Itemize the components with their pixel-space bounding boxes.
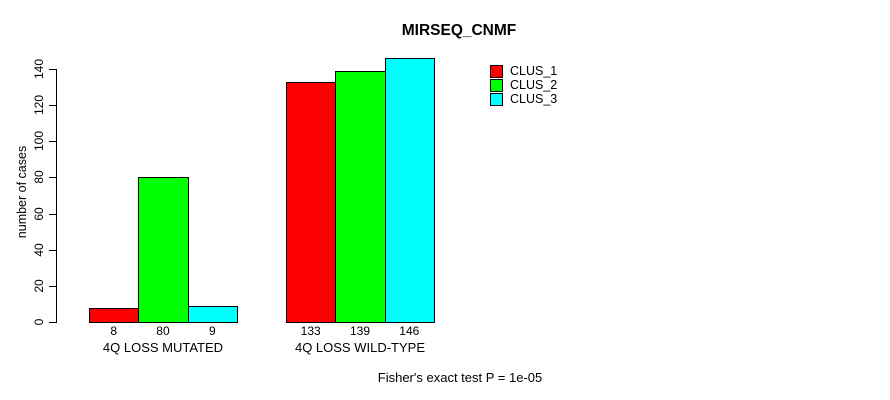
y-tick-label: 60 [32,206,46,221]
bar-value-label: 139 [349,324,370,338]
y-tick-mark [49,177,56,179]
y-tick-mark [49,141,56,143]
legend-item: CLUS_1 [490,64,557,78]
legend-label: CLUS_3 [510,92,558,106]
y-tick-mark [49,213,56,215]
legend-item: CLUS_3 [490,92,557,106]
legend-item: CLUS_2 [490,78,557,92]
y-tick-label: 0 [32,318,46,326]
legend-swatch-icon [490,78,503,92]
bar-clus_2-group2 [335,70,386,323]
legend-swatch-icon [490,92,503,106]
bar-value-label: 9 [208,324,216,338]
bar-clus_1-group1 [89,307,140,323]
y-axis-line [56,69,57,323]
legend-swatch-icon [490,64,503,78]
y-tick-label: 140 [32,58,46,80]
y-tick-mark [49,285,56,287]
y-tick-mark [49,322,56,323]
bar-clus_3-group2 [384,58,435,323]
y-tick-label: 100 [32,131,46,152]
bar-clus_2-group1 [138,177,189,323]
bar-value-label: 146 [399,324,420,338]
y-tick-label: 40 [32,243,46,257]
legend-label: CLUS_2 [510,78,558,92]
y-tick-label: 80 [32,170,46,185]
y-tick-mark [49,69,56,70]
bar-clus_3-group1 [187,305,238,323]
footer-annotation: Fisher's exact test P = 1e-05 [377,370,543,385]
x-group-label: 4Q LOSS WILD-TYPE [294,340,426,355]
y-tick-mark [49,105,56,107]
legend-label: CLUS_1 [510,64,558,78]
y-tick-mark [49,249,56,251]
x-group-label: 4Q LOSS MUTATED [102,340,224,355]
bar-value-label: 133 [300,324,321,338]
bar-clus_1-group2 [286,81,337,323]
chart-title: MIRSEQ_CNMF [401,22,517,39]
y-tick-label: 120 [32,95,46,116]
y-axis-label: number of cases [15,145,29,239]
bar-value-label: 8 [110,324,117,338]
bar-value-label: 80 [156,324,170,338]
legend: CLUS_1 CLUS_2 CLUS_3 [490,64,557,106]
y-tick-label: 20 [32,279,46,293]
